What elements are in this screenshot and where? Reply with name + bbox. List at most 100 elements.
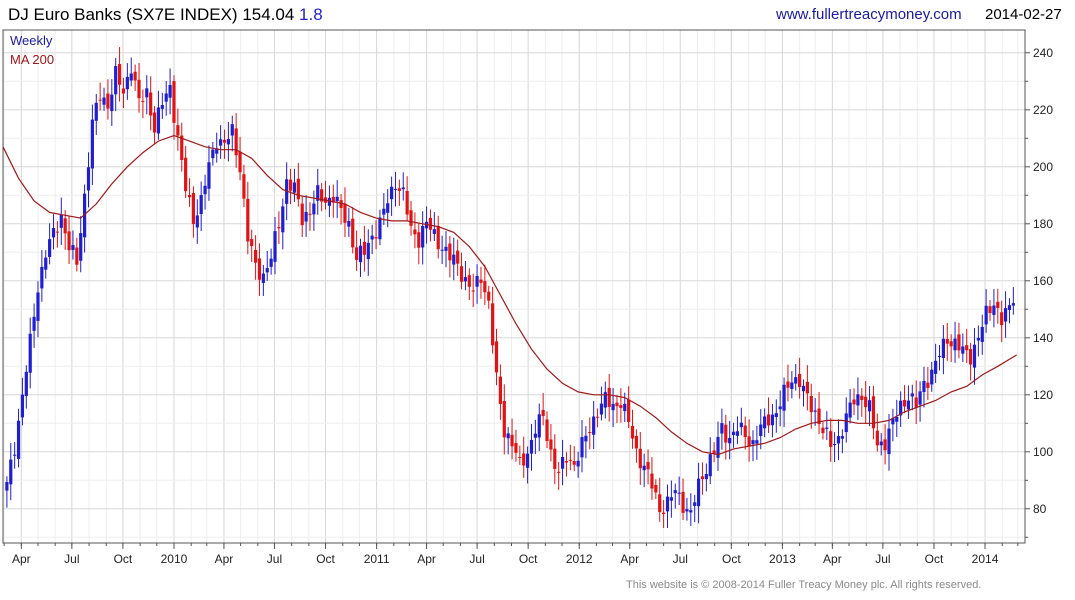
candle [417,222,421,265]
candle-body [16,420,21,459]
candle [300,196,304,238]
candle [59,197,63,245]
candle [560,439,565,486]
candle-body [669,497,673,501]
candle-body [522,453,526,466]
candle [405,176,409,221]
candle-body [347,221,351,227]
candle [114,58,118,112]
candle [184,145,188,199]
candle-body [230,124,234,136]
candle-body [953,338,957,351]
candle [145,75,149,115]
candle-body [696,478,701,507]
candle-body [627,399,631,422]
candle [5,476,9,508]
candle-body [599,403,604,415]
candle [685,497,689,521]
candle [20,377,25,426]
candle [320,183,324,212]
candle-body [871,396,876,429]
candle [514,429,518,462]
candle [55,221,60,248]
candle-body [689,510,693,513]
candle [362,225,366,272]
website-link[interactable]: www.fullertreacymoney.com [776,6,962,23]
candle [351,207,355,254]
candle [934,343,938,383]
candle-body [572,461,576,465]
candle [230,115,234,152]
candle-body [110,94,114,112]
candle [273,216,277,275]
candle-body [207,162,211,189]
candle [755,425,759,460]
candle [32,303,36,348]
x-tick-label: Oct [722,552,741,566]
candle-body [452,254,456,265]
candle-body [646,462,650,470]
candle-body [475,275,479,287]
candle-body [36,292,40,321]
candle-body [382,208,386,215]
chart-header: DJ Euro Banks (SX7E INDEX) 154.04 1.8 ww… [0,0,1075,30]
candle-body [906,400,911,410]
candle-body [662,512,666,515]
candle [996,288,1000,324]
candle [506,427,510,455]
candle-body [5,482,9,491]
candle [778,390,782,427]
candle [704,463,708,492]
candle-body [83,193,87,238]
candle [937,345,942,371]
candle [918,381,922,422]
candle-body [308,213,312,215]
candle [261,264,265,297]
candle [36,281,40,338]
candle [759,409,763,450]
candle [110,79,114,126]
candle [798,357,802,399]
candle-body [976,337,980,341]
x-tick-label: Apr [12,552,31,566]
x-tick-label: Apr [215,552,234,566]
candle [1007,298,1012,324]
candle-body [405,190,409,215]
candle-body [114,66,118,95]
candle-body [401,187,405,190]
y-tick-label: 160 [1033,274,1053,288]
candle [627,386,631,429]
candle [677,476,681,506]
candle [265,250,269,281]
candle-body [389,186,394,200]
candle-body [491,303,495,346]
candle-body [226,139,230,145]
candle-body [24,371,28,397]
candle-body [564,461,569,463]
candle [770,403,775,438]
candle [389,176,394,216]
candle [83,184,87,253]
candle [728,420,732,460]
candle-body [331,196,335,203]
candle-body [421,225,425,248]
x-tick-label: Jul [875,552,890,566]
candle-body [176,125,180,136]
candle [308,202,312,231]
candle [16,408,21,468]
candle [914,380,918,424]
candle [366,229,370,276]
candle-body [650,473,654,489]
candle-body [277,226,281,229]
candle-body [149,92,153,116]
candle [774,399,778,433]
candle-body [910,393,914,397]
candle-body [335,196,339,202]
candle-body [805,381,809,394]
candle-body [102,97,106,105]
candle [891,408,895,442]
candle [168,68,172,115]
candle-body [459,266,464,282]
candle-body [265,268,269,273]
candle [549,423,553,462]
